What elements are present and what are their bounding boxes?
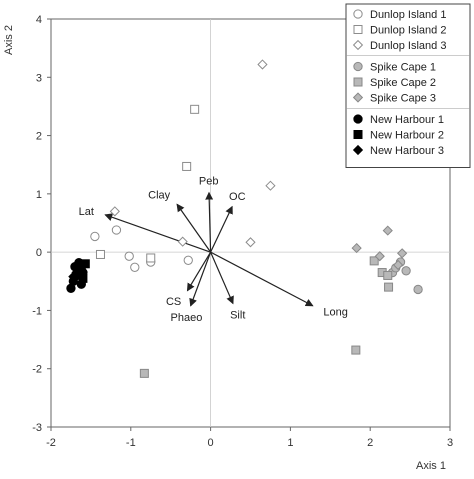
- legend-marker-new-harbour-1: [353, 114, 363, 124]
- point-spike-cape-3: [397, 248, 408, 259]
- point-dunlop-island-3: [245, 237, 256, 248]
- y-tick-label: 1: [36, 189, 42, 201]
- point-dunlop-island-3: [109, 206, 120, 217]
- x-tick-label: 3: [447, 437, 453, 449]
- y-tick-label: -2: [32, 364, 42, 376]
- vector-lat-arrow: [104, 213, 211, 253]
- point-dunlop-island-1: [130, 262, 140, 272]
- x-tick-label: 2: [367, 437, 373, 449]
- point-spike-cape-2: [139, 368, 149, 378]
- point-spike-cape-2: [351, 345, 361, 355]
- vector-long-arrow: [210, 251, 314, 307]
- legend-label-dunlop-island-2: Dunlop Island 2: [370, 25, 446, 37]
- point-dunlop-island-1: [111, 225, 122, 235]
- legend-marker-spike-cape-3: [352, 92, 364, 103]
- point-spike-cape-1: [401, 266, 411, 276]
- vector-oc-arrow: [210, 205, 233, 253]
- plot-area-frame: [50, 18, 451, 428]
- legend-label-spike-cape-1: Spike Cape 1: [370, 62, 436, 74]
- zero-lines: [51, 19, 450, 427]
- y-tick-label: 3: [36, 72, 42, 84]
- vector-cs-arrow: [186, 251, 212, 292]
- legend-marker-dunlop-island-1: [353, 9, 363, 19]
- legend-marker-spike-cape-2: [353, 77, 363, 87]
- x-tick-label: -1: [126, 437, 136, 449]
- point-dunlop-island-1: [90, 231, 100, 242]
- point-dunlop-island-2: [190, 104, 200, 114]
- y-tick-label: 0: [36, 247, 42, 259]
- y-tick-label: 4: [36, 14, 42, 26]
- x-tick-label: -2: [46, 437, 56, 449]
- y-tick-label: 2: [36, 131, 42, 143]
- point-spike-cape-2: [384, 282, 394, 292]
- point-spike-cape-3: [393, 259, 404, 271]
- legend-label-dunlop-island-1: Dunlop Island 1: [370, 9, 446, 21]
- legend-label-spike-cape-3: Spike Cape 3: [370, 93, 436, 105]
- vector-peb-label: Peb: [199, 176, 219, 188]
- vector-long-label: Long: [323, 306, 347, 318]
- point-dunlop-island-2: [95, 249, 105, 259]
- point-dunlop-island-2: [146, 253, 156, 263]
- legend-marker-new-harbour-2: [353, 130, 363, 139]
- legend-marker-dunlop-island-2: [353, 25, 363, 34]
- point-spike-cape-1: [413, 284, 423, 295]
- vector-clay-label: Clay: [148, 190, 171, 202]
- data-points: [66, 59, 423, 378]
- point-dunlop-island-3: [265, 180, 276, 191]
- vector-phaeo-arrow: [189, 251, 212, 307]
- legend-label-spike-cape-2: Spike Cape 2: [370, 77, 436, 89]
- point-dunlop-island-3: [257, 59, 268, 70]
- x-axis-label: Axis 1: [416, 460, 446, 472]
- point-spike-cape-2: [369, 256, 379, 266]
- vector-peb-arrow: [205, 191, 214, 253]
- point-new-harbour-3: [76, 259, 87, 271]
- legend-label-new-harbour-1: New Harbour 1: [370, 114, 444, 126]
- legend-marker-new-harbour-3: [352, 144, 364, 156]
- x-tick-label: 0: [208, 437, 214, 449]
- y-axis-label: Axis 2: [3, 25, 15, 55]
- point-dunlop-island-1: [124, 251, 134, 261]
- point-spike-cape-3: [374, 251, 385, 262]
- x-axis-ticks: -2 -1 0 1 2 3: [46, 427, 453, 449]
- y-axis-ticks: -3 -2 -1 0 1 2 3 4: [32, 14, 51, 434]
- legend-box: [345, 3, 471, 168]
- vector-silt-label: Silt: [230, 309, 245, 321]
- vector-oc-label: OC: [229, 191, 246, 203]
- legend-marker-spike-cape-1: [353, 61, 363, 72]
- vector-clay-arrow: [176, 203, 212, 253]
- point-dunlop-island-2: [182, 161, 192, 171]
- x-tick-label: 1: [287, 437, 293, 449]
- y-tick-label: -1: [32, 305, 42, 317]
- legend-label-new-harbour-2: New Harbour 2: [370, 130, 444, 142]
- vector-cs-label: CS: [166, 296, 181, 308]
- legend-label-dunlop-island-3: Dunlop Island 3: [370, 40, 446, 52]
- vector-silt-arrow: [210, 251, 234, 305]
- point-dunlop-island-3: [177, 236, 188, 247]
- point-dunlop-island-1: [183, 255, 193, 265]
- point-new-harbour-3: [68, 271, 79, 282]
- vector-phaeo-label: Phaeo: [171, 312, 203, 324]
- point-spike-cape-3: [382, 225, 393, 236]
- point-spike-cape-2: [383, 270, 393, 280]
- y-tick-label: -3: [32, 422, 42, 434]
- point-new-harbour-2: [78, 273, 88, 283]
- vector-lat-label: Lat: [79, 206, 94, 218]
- legend: Dunlop Island 1 Dunlop Island 2 Dunlop Isl…: [345, 3, 471, 168]
- point-spike-cape-3: [351, 242, 362, 254]
- legend-marker-dunlop-island-3: [352, 39, 364, 51]
- legend-label-new-harbour-3: New Harbour 3: [370, 145, 444, 157]
- environmental-vectors: Lat Clay Peb OC Long CS Phaeo Silt: [79, 176, 348, 324]
